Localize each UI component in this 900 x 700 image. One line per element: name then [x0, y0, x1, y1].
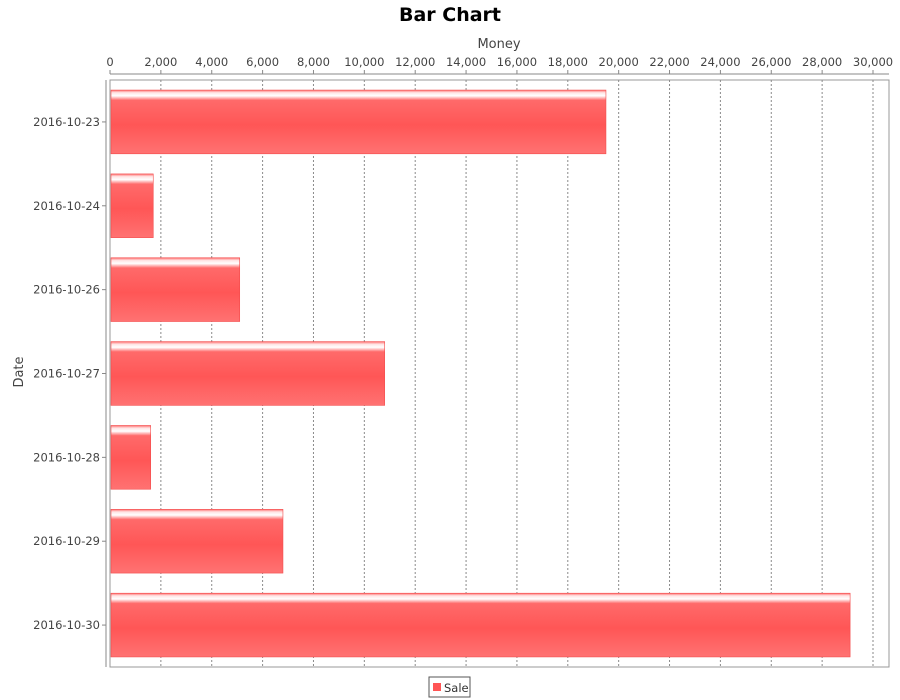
y-tick-label: 2016-10-23 [33, 115, 100, 129]
bar-2016-10-26 [110, 257, 241, 322]
y-axis-label: Date [12, 356, 27, 387]
x-axis-ticks: 0 2,000 4,000 6,000 8,000 10,000 12,000 14,000 1… [106, 55, 893, 74]
bar-2016-10-23 [110, 89, 607, 155]
bar-2016-10-29 [110, 509, 284, 574]
y-tick-label: 2016-10-28 [33, 450, 100, 464]
y-tick-label: 2016-10-27 [33, 367, 100, 381]
legend-box [428, 676, 471, 698]
bar-2016-10-28 [110, 425, 151, 490]
x-axis-label: Money [477, 37, 520, 52]
x-tick-label: 18,000 [548, 55, 588, 69]
plot-area [105, 73, 890, 668]
x-tick-label: 24,000 [700, 55, 740, 69]
y-tick-label: 2016-10-30 [33, 618, 100, 632]
bar-2016-10-24 [110, 173, 154, 238]
x-tick-label: 30,000 [853, 55, 893, 69]
bar-2016-10-27 [110, 341, 385, 406]
bar-2016-10-30 [110, 592, 851, 658]
x-tick-label: 16,000 [497, 55, 537, 69]
chart-title: Bar Chart [399, 4, 501, 26]
legend-label-sale: Sale [444, 681, 469, 695]
y-tick-label: 2016-10-26 [33, 283, 100, 297]
x-tick-label: 26,000 [751, 55, 791, 69]
x-tick-label: 0 [106, 55, 113, 69]
x-tick-label: 12,000 [395, 55, 435, 69]
y-tick-label: 2016-10-29 [33, 534, 100, 548]
x-tick-label: 4,000 [195, 55, 228, 69]
x-tick-label: 14,000 [446, 55, 486, 69]
legend: Sale [428, 676, 471, 698]
x-tick-label: 8,000 [297, 55, 330, 69]
x-tick-label: 10,000 [344, 55, 384, 69]
x-tick-label: 6,000 [246, 55, 279, 69]
x-tick-label: 20,000 [599, 55, 639, 69]
bars [110, 89, 851, 658]
x-tick-label: 22,000 [649, 55, 689, 69]
legend-swatch-sale [433, 683, 441, 691]
y-axis-ticks: 2016-10-23 2016-10-24 2016-10-26 2016-10-27… [33, 115, 106, 632]
x-tick-label: 28,000 [802, 55, 842, 69]
y-tick-label: 2016-10-24 [33, 199, 100, 213]
x-tick-label: 2,000 [144, 55, 177, 69]
